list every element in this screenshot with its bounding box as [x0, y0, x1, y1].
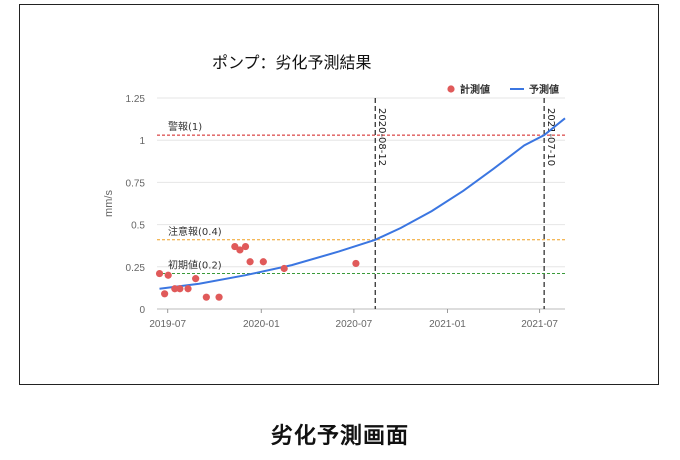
degradation-chart: ポンプ：劣化予測結果 0 0.25 0.5 0.75 1 1.25 2019-07 2020-0…	[103, 53, 566, 330]
y-tick-label: 0.75	[126, 178, 146, 189]
measured-point	[171, 285, 179, 293]
legend-predicted-label: 予測値	[529, 83, 559, 96]
y-axis-label: mm/s	[103, 190, 115, 217]
measured-point	[280, 264, 288, 273]
measured-point	[246, 258, 254, 266]
date-marker-label: 2020-08-12	[376, 108, 387, 166]
y-tick-label: 1.25	[126, 94, 146, 105]
measured-point	[259, 258, 267, 266]
measured-point	[164, 271, 172, 279]
chart-frame	[19, 4, 659, 385]
measured-point	[236, 246, 244, 254]
reference-line-label: 警報(1)	[168, 120, 202, 133]
y-tick-label: 0.5	[131, 221, 145, 232]
chart-title: ポンプ：劣化予測結果	[212, 53, 372, 72]
y-tick-label: 1	[139, 136, 145, 147]
measured-point	[184, 285, 192, 293]
measured-point	[161, 290, 169, 298]
x-tick-label: 2019-07	[149, 319, 186, 330]
measured-point	[192, 275, 200, 283]
measured-point	[241, 242, 250, 251]
legend-measured-label: 計測値	[460, 83, 490, 96]
measured-point	[231, 242, 239, 251]
measured-point	[176, 285, 184, 293]
measured-point	[155, 269, 164, 278]
reference-line-label: 注意報(0.4)	[168, 225, 222, 238]
date-marker-label: 2021-07-10	[545, 108, 556, 166]
measured-point	[352, 259, 360, 268]
y-tick-label: 0.25	[126, 263, 146, 274]
x-tick-label: 2021-07	[521, 319, 558, 330]
x-tick-label: 2020-07	[336, 319, 373, 330]
reference-line-label: 初期値(0.2)	[168, 259, 222, 272]
y-tick-label: 0	[139, 305, 145, 316]
page-caption: 劣化予測画面	[270, 424, 409, 449]
x-tick-label: 2020-01	[243, 319, 280, 330]
x-tick-label: 2021-01	[429, 319, 466, 330]
measured-point	[202, 293, 210, 301]
predicted-series-line	[159, 117, 566, 290]
measured-point	[215, 293, 223, 301]
legend-measured-marker	[447, 85, 455, 93]
